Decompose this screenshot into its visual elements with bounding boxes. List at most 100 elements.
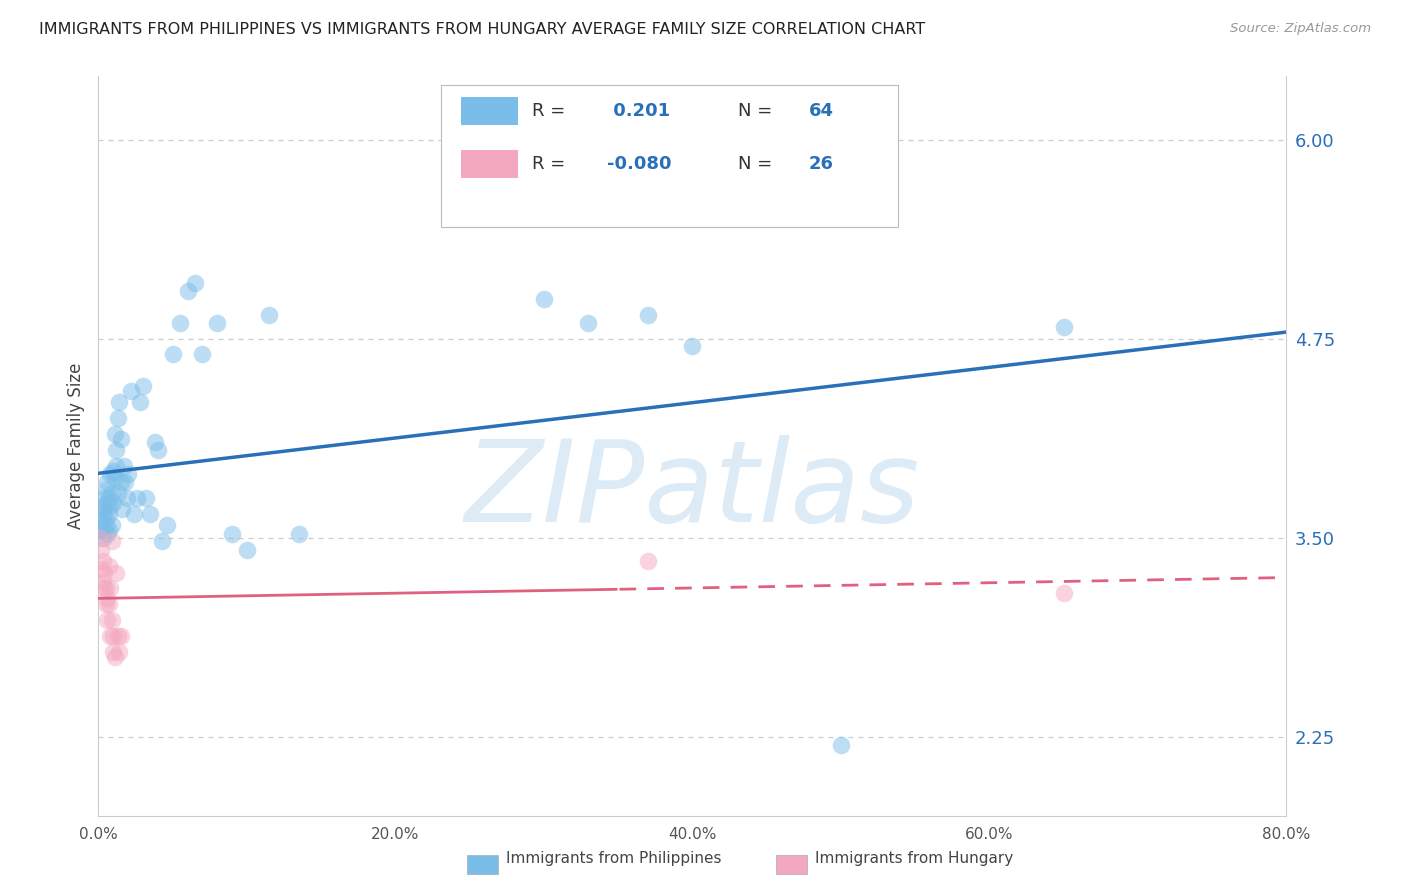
Point [98, 629, 121, 643]
Point [94, 511, 117, 525]
Point [637, 308, 659, 322]
Point [103, 464, 125, 478]
Point [93, 523, 115, 537]
Point [110, 629, 132, 643]
Point [830, 738, 852, 752]
Point [105, 566, 128, 580]
Point [104, 650, 127, 665]
Point [176, 284, 198, 298]
Point [156, 517, 179, 532]
Point [681, 339, 703, 353]
Point [94, 598, 117, 612]
Point [90, 499, 112, 513]
Point [91, 575, 114, 590]
Point [101, 533, 124, 548]
Point [91, 507, 114, 521]
Text: R =: R = [531, 102, 565, 120]
Point [98, 467, 121, 481]
Point [191, 347, 214, 361]
Point [101, 613, 124, 627]
Point [132, 379, 155, 393]
Point [150, 533, 173, 548]
Point [97, 491, 120, 505]
Point [97, 507, 120, 521]
Point [1053, 586, 1076, 600]
Point [257, 308, 280, 322]
Point [93, 582, 115, 596]
Point [135, 491, 157, 505]
Point [96, 591, 118, 605]
Point [637, 554, 659, 568]
FancyBboxPatch shape [461, 96, 517, 125]
Point [162, 347, 184, 361]
Point [89, 531, 111, 545]
Point [105, 442, 128, 457]
Point [96, 613, 118, 627]
Text: IMMIGRANTS FROM PHILIPPINES VS IMMIGRANTS FROM HUNGARY AVERAGE FAMILY SIZE CORRE: IMMIGRANTS FROM PHILIPPINES VS IMMIGRANT… [39, 22, 925, 37]
Point [129, 395, 152, 409]
Point [107, 411, 129, 425]
Point [205, 316, 228, 330]
Text: Source: ZipAtlas.com: Source: ZipAtlas.com [1230, 22, 1371, 36]
Text: 64: 64 [808, 102, 834, 120]
Text: R =: R = [531, 155, 565, 173]
Point [120, 384, 142, 398]
Point [115, 491, 138, 505]
Point [533, 292, 555, 306]
Point [110, 475, 132, 489]
Text: Immigrants from Philippines: Immigrants from Philippines [506, 851, 721, 866]
Point [98, 499, 121, 513]
Point [578, 316, 600, 330]
Point [104, 470, 127, 484]
Point [97, 559, 120, 574]
Point [105, 458, 128, 473]
Point [236, 543, 259, 558]
Point [93, 502, 115, 516]
Point [103, 629, 125, 643]
Point [108, 395, 131, 409]
Text: Immigrants from Hungary: Immigrants from Hungary [815, 851, 1014, 866]
Point [91, 531, 114, 545]
Point [122, 507, 145, 521]
Point [94, 582, 117, 596]
Point [97, 598, 120, 612]
Point [169, 316, 191, 330]
Point [103, 495, 125, 509]
Point [108, 645, 131, 659]
Point [107, 629, 129, 643]
Point [89, 523, 111, 537]
Point [143, 435, 166, 450]
Point [107, 486, 129, 500]
Point [91, 554, 114, 568]
Point [288, 527, 311, 541]
Point [1053, 320, 1076, 334]
Point [117, 467, 139, 481]
Point [114, 475, 136, 489]
Point [146, 442, 169, 457]
Text: N =: N = [738, 102, 772, 120]
Point [110, 432, 132, 446]
Point [125, 491, 148, 505]
Point [104, 427, 127, 442]
Point [98, 582, 121, 596]
Text: ZIPatlas: ZIPatlas [465, 435, 920, 546]
Point [111, 502, 134, 516]
Point [96, 527, 118, 541]
Point [90, 543, 112, 558]
Y-axis label: Average Family Size: Average Family Size [66, 363, 84, 529]
Point [93, 491, 115, 505]
Point [94, 517, 117, 532]
FancyBboxPatch shape [461, 150, 517, 178]
Point [221, 527, 243, 541]
Text: N =: N = [738, 155, 772, 173]
FancyBboxPatch shape [440, 86, 898, 227]
Text: -0.080: -0.080 [607, 155, 672, 173]
Point [90, 515, 112, 529]
Point [96, 495, 118, 509]
Point [184, 276, 207, 290]
Point [90, 562, 112, 576]
Point [112, 458, 135, 473]
Point [94, 483, 117, 497]
Point [101, 486, 124, 500]
Point [139, 507, 162, 521]
